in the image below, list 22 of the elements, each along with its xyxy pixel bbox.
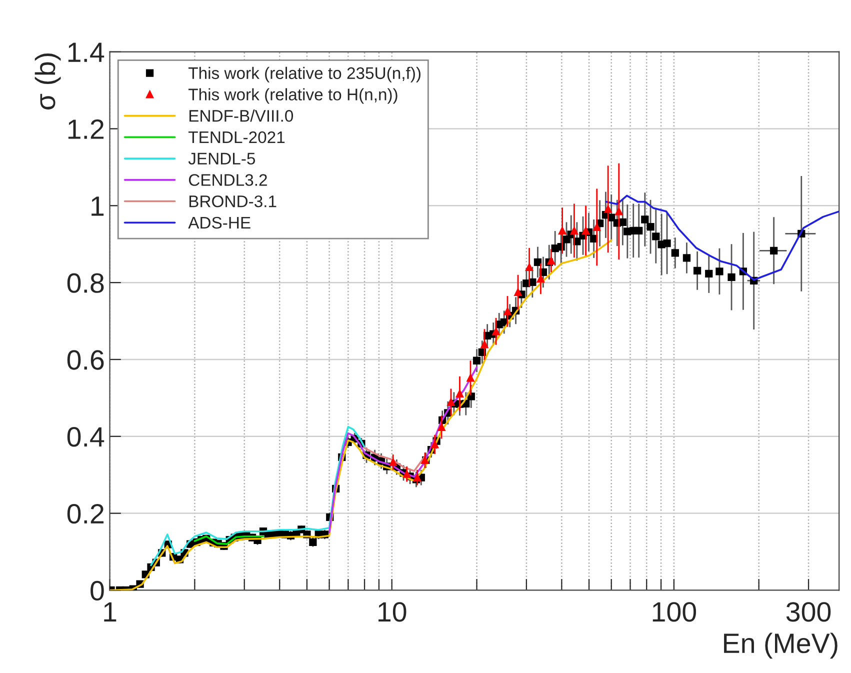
legend-label: JENDL-5 xyxy=(188,152,256,165)
y-tick-label: 0.4 xyxy=(67,427,104,447)
y-tick-label: 1.2 xyxy=(68,119,104,139)
x-tick-label: 100 xyxy=(652,602,696,622)
y-tick-label: 1 xyxy=(92,196,104,216)
legend-label: ADS-HE xyxy=(188,216,250,229)
y-tick-label: 0 xyxy=(90,580,104,601)
x-tick-label: 10 xyxy=(378,602,406,622)
y-axis-title: σ (b) xyxy=(34,54,61,110)
x-axis-title: En (MeV) xyxy=(724,632,838,659)
y-tick-label: 0.2 xyxy=(67,504,104,524)
legend-label: This work (relative to H(n,n)) xyxy=(188,88,398,104)
x-tick-label: 1 xyxy=(104,602,116,622)
legend-label: TENDL-2021 xyxy=(188,131,285,144)
x-tick-label: 300 xyxy=(786,602,831,622)
y-tick-label: 0.8 xyxy=(67,273,104,293)
y-tick-label: 0.6 xyxy=(67,350,104,370)
y-tick-label: 1.4 xyxy=(68,42,104,62)
legend-label: CENDL3.2 xyxy=(188,174,267,186)
legend-label: BROND-3.1 xyxy=(189,195,276,208)
legend-label: ENDF-B/VIII.0 xyxy=(189,110,294,122)
legend-label: This work (relative to 235U(n,f)) xyxy=(188,66,420,82)
